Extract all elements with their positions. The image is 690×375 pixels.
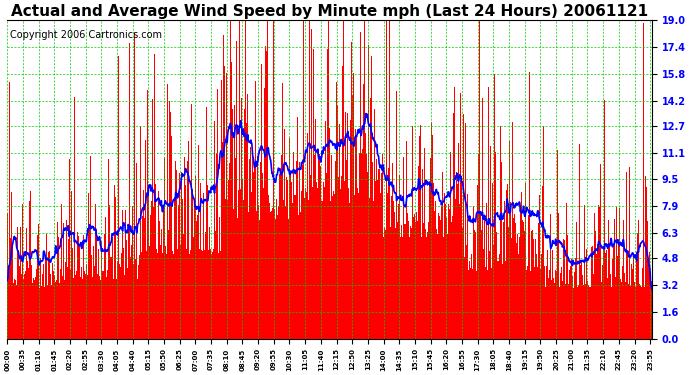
Title: Actual and Average Wind Speed by Minute mph (Last 24 Hours) 20061121: Actual and Average Wind Speed by Minute … (11, 4, 648, 19)
Text: Copyright 2006 Cartronics.com: Copyright 2006 Cartronics.com (10, 30, 162, 40)
